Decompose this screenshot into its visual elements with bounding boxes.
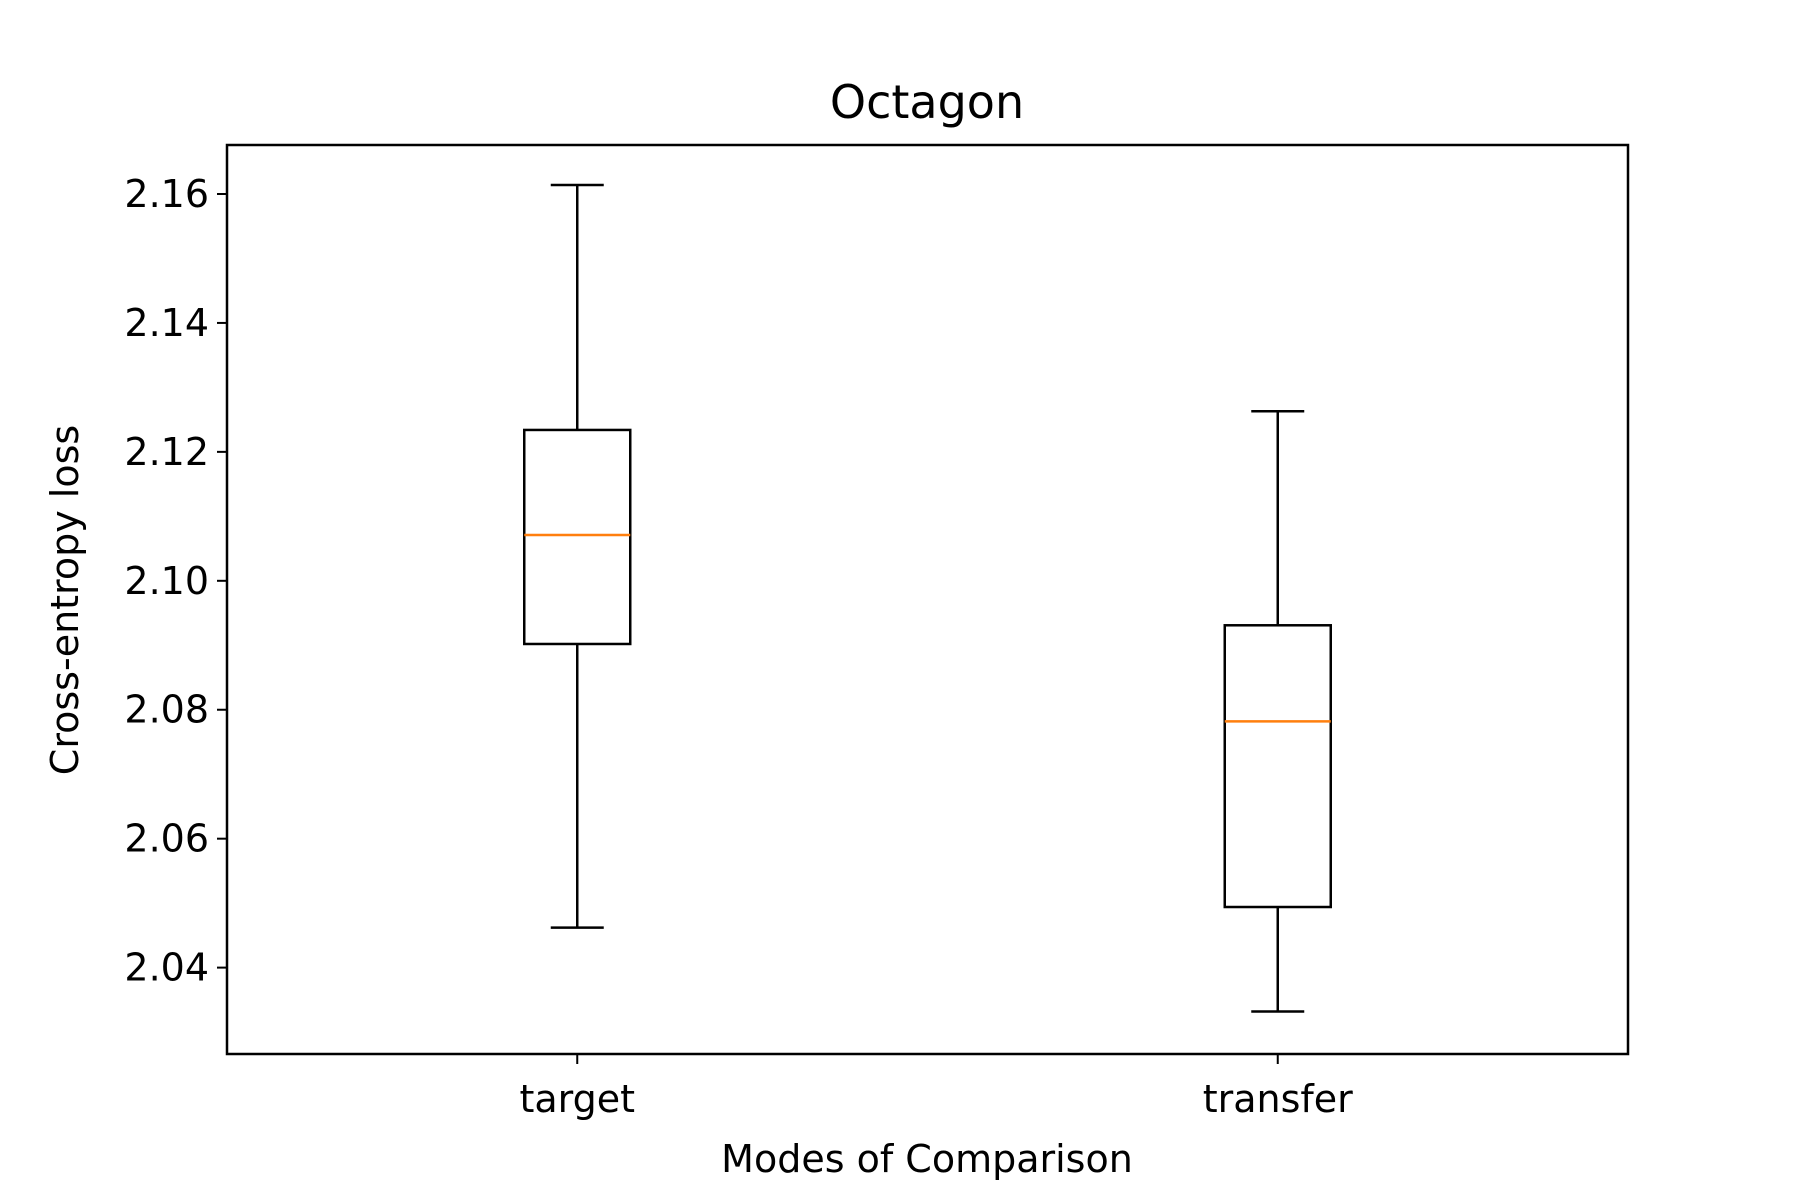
axes-frame <box>225 143 1630 1056</box>
y-tick-label: 2.04 <box>124 946 209 990</box>
y-tick-label: 2.08 <box>124 688 209 732</box>
y-tick-label: 2.16 <box>124 172 209 216</box>
y-tick-label: 2.12 <box>124 430 209 474</box>
chart-title: Octagon <box>830 75 1024 129</box>
plot-area: 2.04 2.06 2.08 2.10 2.12 2.14 2.16 target transf… <box>124 143 1630 1121</box>
y-tick-label: 2.14 <box>124 301 209 345</box>
x-tick-label-transfer: transfer <box>1203 1077 1353 1121</box>
y-tick-label: 2.10 <box>124 559 209 603</box>
y-axis-label: Cross-entropy loss <box>43 425 87 775</box>
x-axis-label: Modes of Comparison <box>721 1137 1133 1181</box>
y-tick-label: 2.06 <box>124 817 209 861</box>
box-transfer <box>1223 624 1332 909</box>
box-target <box>523 428 632 646</box>
x-tick-label-target: target <box>519 1077 635 1121</box>
